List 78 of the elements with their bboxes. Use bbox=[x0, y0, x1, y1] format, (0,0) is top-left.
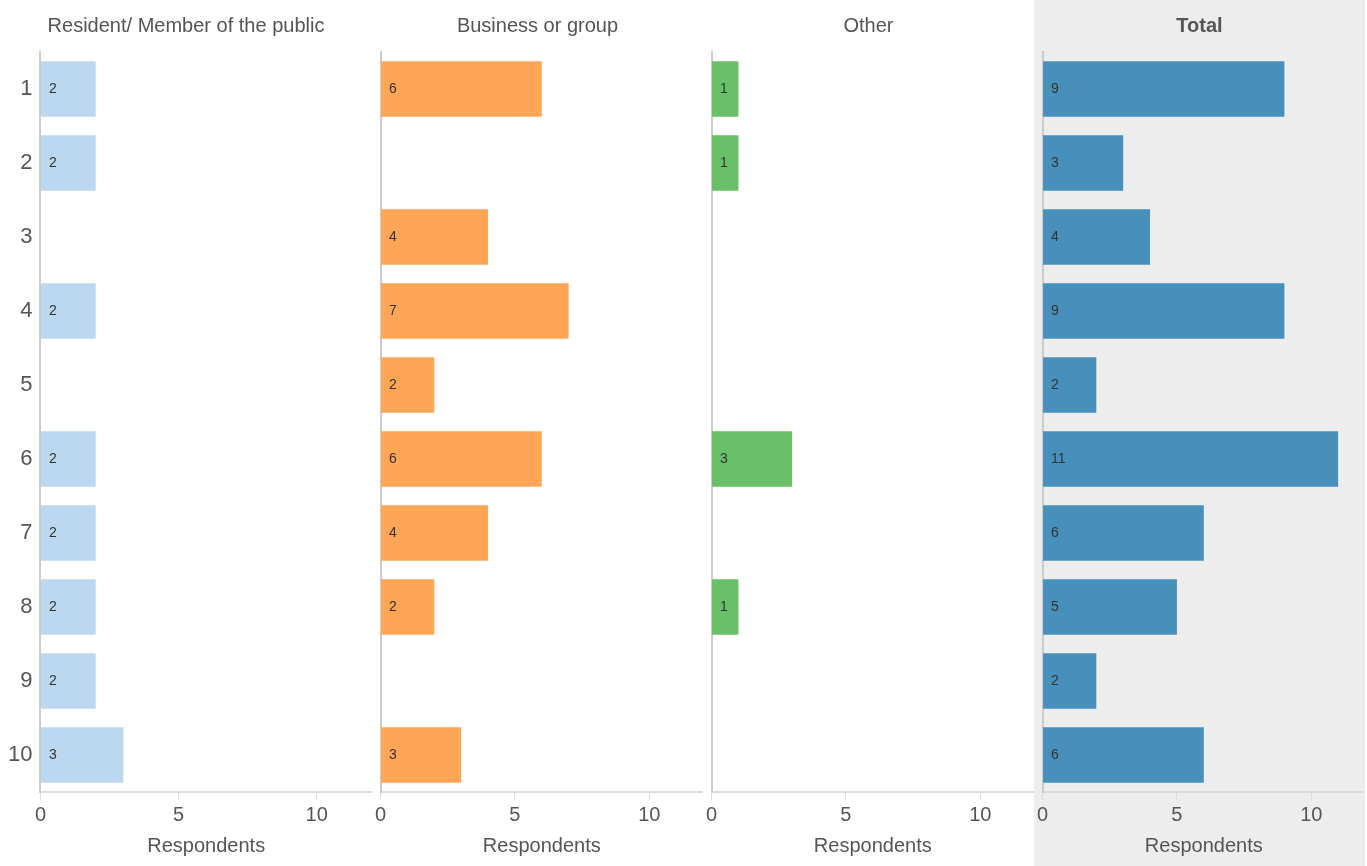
data-label: 2 bbox=[48, 79, 57, 96]
bar bbox=[1043, 135, 1124, 191]
bar bbox=[1043, 357, 1097, 413]
data-label: 4 bbox=[389, 227, 398, 244]
data-label: 2 bbox=[389, 375, 398, 392]
data-label: 7 bbox=[389, 301, 398, 318]
y-tick-label: 3 bbox=[20, 223, 33, 249]
data-label: 9 bbox=[1051, 79, 1060, 96]
x-tick-label: 0 bbox=[34, 802, 47, 825]
data-label: 2 bbox=[1051, 375, 1060, 392]
data-label: 9 bbox=[1051, 301, 1060, 318]
x-tick-label: 5 bbox=[840, 802, 852, 825]
data-label: 3 bbox=[720, 449, 729, 466]
y-tick-label: 4 bbox=[20, 297, 33, 323]
y-tick-label: 5 bbox=[20, 371, 33, 397]
x-tick-label: 10 bbox=[1300, 802, 1323, 825]
data-label: 2 bbox=[1051, 671, 1060, 688]
data-label: 1 bbox=[720, 597, 729, 614]
x-tick-label: 0 bbox=[1037, 802, 1049, 825]
data-label: 2 bbox=[48, 671, 57, 688]
x-axis-title: Respondents bbox=[813, 833, 932, 856]
bar bbox=[1043, 431, 1339, 487]
bar bbox=[1043, 727, 1204, 783]
data-label: 2 bbox=[48, 301, 57, 318]
data-label: 2 bbox=[48, 597, 57, 614]
data-label: 11 bbox=[1051, 449, 1066, 466]
chart-title: Resident/ Member of the public bbox=[47, 13, 325, 36]
bar bbox=[381, 579, 435, 635]
data-label: 4 bbox=[389, 523, 398, 540]
bar bbox=[381, 283, 569, 339]
data-label: 3 bbox=[1051, 153, 1060, 170]
bar bbox=[1043, 209, 1151, 265]
data-label: 1 bbox=[720, 153, 729, 170]
chart-title: Other bbox=[843, 13, 894, 36]
bar bbox=[381, 209, 489, 265]
chart-title: Total bbox=[1176, 13, 1223, 36]
data-label: 3 bbox=[389, 745, 398, 762]
bar bbox=[1043, 579, 1177, 635]
bar bbox=[381, 431, 542, 487]
x-tick-label: 5 bbox=[509, 802, 521, 825]
x-tick-label: 0 bbox=[706, 802, 718, 825]
x-tick-label: 0 bbox=[375, 802, 387, 825]
data-label: 2 bbox=[389, 597, 398, 614]
y-tick-label: 10 bbox=[7, 741, 33, 767]
bar bbox=[1043, 653, 1097, 709]
data-label: 6 bbox=[389, 449, 398, 466]
bar bbox=[381, 727, 462, 783]
x-tick-label: 10 bbox=[638, 802, 661, 825]
data-label: 3 bbox=[48, 745, 57, 762]
y-tick-label: 8 bbox=[20, 593, 33, 619]
x-tick-label: 5 bbox=[1171, 802, 1183, 825]
bar bbox=[381, 61, 542, 117]
x-tick-label: 10 bbox=[305, 802, 328, 825]
chart-title: Business or group bbox=[456, 13, 619, 36]
y-tick-label: 7 bbox=[20, 519, 33, 545]
y-tick-label: 2 bbox=[20, 149, 33, 175]
x-axis-title: Respondents bbox=[1144, 833, 1263, 856]
data-label: 2 bbox=[48, 449, 57, 466]
data-label: 6 bbox=[1051, 523, 1060, 540]
data-label: 2 bbox=[48, 153, 57, 170]
data-label: 2 bbox=[48, 523, 57, 540]
data-label: 6 bbox=[389, 79, 398, 96]
data-label: 1 bbox=[720, 79, 729, 96]
bar bbox=[1043, 505, 1204, 561]
x-axis-title: Respondents bbox=[482, 833, 601, 856]
bar bbox=[1043, 61, 1285, 117]
bar bbox=[381, 505, 489, 561]
x-axis-title: Respondents bbox=[147, 833, 266, 856]
y-tick-label: 6 bbox=[20, 445, 33, 471]
y-tick-label: 1 bbox=[20, 75, 33, 101]
bar bbox=[381, 357, 435, 413]
data-label: 4 bbox=[1051, 227, 1060, 244]
data-label: 5 bbox=[1051, 597, 1060, 614]
y-tick-label: 9 bbox=[20, 667, 33, 693]
data-label: 6 bbox=[1051, 745, 1060, 762]
x-tick-label: 5 bbox=[173, 802, 185, 825]
bar bbox=[1043, 283, 1285, 339]
x-tick-label: 10 bbox=[969, 802, 992, 825]
